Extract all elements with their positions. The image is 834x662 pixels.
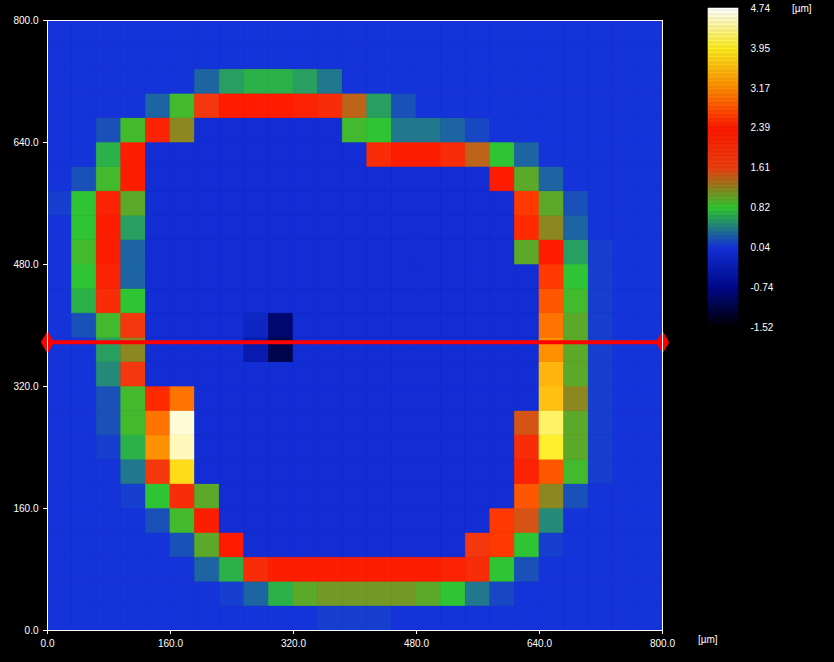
- svg-text:160.0: 160.0: [158, 638, 183, 649]
- svg-text:800.0: 800.0: [650, 638, 675, 649]
- svg-text:0.0: 0.0: [41, 638, 55, 649]
- svg-text:0.0: 0.0: [25, 625, 39, 636]
- svg-text:0.04: 0.04: [751, 242, 771, 253]
- svg-text:480.0: 480.0: [404, 638, 429, 649]
- svg-text:3.17: 3.17: [751, 83, 771, 94]
- svg-text:1.61: 1.61: [751, 162, 771, 173]
- svg-text:480.0: 480.0: [13, 259, 38, 270]
- svg-text:160.0: 160.0: [13, 503, 38, 514]
- svg-text:640.0: 640.0: [527, 638, 552, 649]
- svg-text:4.74: 4.74: [751, 3, 771, 14]
- svg-text:320.0: 320.0: [281, 638, 306, 649]
- svg-text:3.95: 3.95: [751, 43, 771, 54]
- svg-text:-0.74: -0.74: [751, 282, 774, 293]
- svg-text:800.0: 800.0: [13, 15, 38, 26]
- svg-text:2.39: 2.39: [751, 122, 771, 133]
- html-text:[µm]: [µm]: [698, 634, 718, 645]
- svg-text:640.0: 640.0: [13, 137, 38, 148]
- html-text:[µm]: [µm]: [792, 3, 812, 14]
- svg-text:-1.52: -1.52: [751, 322, 774, 333]
- svg-text:320.0: 320.0: [13, 381, 38, 392]
- svg-text:0.82: 0.82: [751, 202, 771, 213]
